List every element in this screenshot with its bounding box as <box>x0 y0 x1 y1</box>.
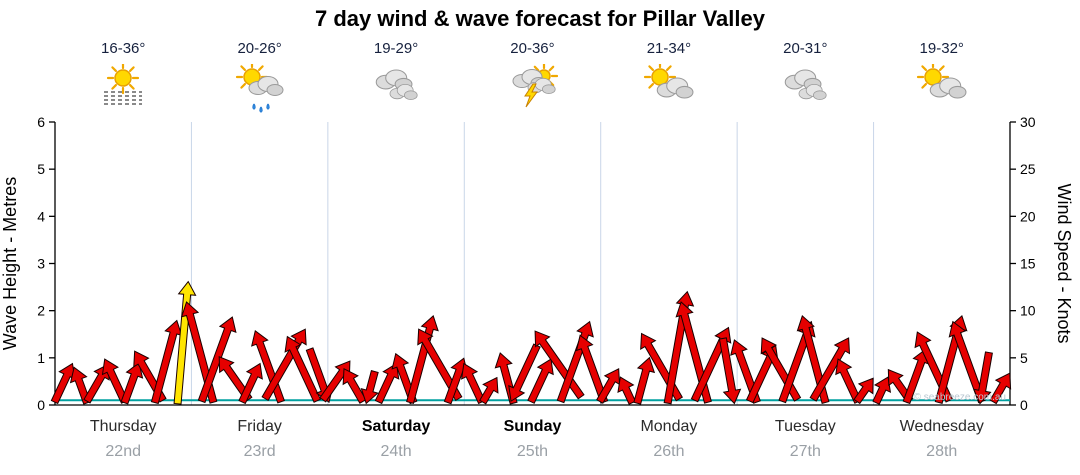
svg-text:10: 10 <box>1020 303 1036 319</box>
day-name: Tuesday <box>774 418 836 435</box>
svg-text:Wind Speed - Knots: Wind Speed - Knots <box>1054 183 1074 343</box>
clouds-icon <box>375 69 418 101</box>
svg-text:30: 30 <box>1020 114 1036 130</box>
day-name: Monday <box>640 418 698 435</box>
day-date: 27th <box>789 443 821 460</box>
clouds-icon <box>785 69 827 101</box>
storm-icon <box>512 64 559 108</box>
weather-icon-cell <box>328 60 464 118</box>
day-date: 23rd <box>243 443 276 460</box>
svg-text:4: 4 <box>37 208 45 224</box>
day-name: Saturday <box>361 418 431 435</box>
weather-icon-cell <box>464 60 600 118</box>
day-date: 28th <box>926 443 958 460</box>
svg-text:Wave Height - Metres: Wave Height - Metres <box>0 177 20 350</box>
day-name: Sunday <box>503 418 562 435</box>
weather-icon-cell <box>191 60 327 118</box>
weather-icon-cell <box>874 60 1010 118</box>
day-date: 24th <box>380 443 412 460</box>
svg-text:1: 1 <box>37 350 45 366</box>
day-date: 26th <box>653 443 685 460</box>
svg-text:5: 5 <box>37 161 45 177</box>
weather-icons-row <box>55 60 1010 118</box>
svg-text:5: 5 <box>1020 350 1028 366</box>
day-name: Thursday <box>89 418 157 435</box>
day-temperature: 20-36° <box>510 40 555 57</box>
svg-text:0: 0 <box>1020 397 1028 413</box>
svg-text:25: 25 <box>1020 161 1036 177</box>
svg-text:2: 2 <box>37 303 45 319</box>
weather-icon-cell <box>737 60 873 118</box>
day-name: Wednesday <box>899 418 984 435</box>
day-temperature: 19-32° <box>919 40 964 57</box>
weather-icon-cell <box>55 60 191 118</box>
svg-text:6: 6 <box>37 114 45 130</box>
sun-cloud-icon <box>643 64 694 99</box>
temperature-row: 16-36° 20-26° 19-29° 20-36° 21-34° 20-31° 19-3… <box>55 40 1010 57</box>
sun-cloud-icon <box>916 64 967 99</box>
day-date: 25th <box>516 443 549 460</box>
day-dates-row: 22nd 23rd 24th 25th 26th 27th 28th <box>55 443 1010 461</box>
day-temperature: 20-26° <box>237 40 282 57</box>
watermark: © seabreeze.com.au <box>914 392 1006 403</box>
svg-text:0: 0 <box>37 397 45 413</box>
weather-icon-cell <box>601 60 737 118</box>
day-name: Friday <box>237 418 282 435</box>
sun-water-icon <box>104 64 143 105</box>
day-temperature: 21-34° <box>646 40 692 57</box>
page-title: 7 day wind & wave forecast for Pillar Va… <box>315 6 765 31</box>
svg-text:20: 20 <box>1020 208 1036 224</box>
sun-cloud-rain-icon <box>235 64 284 113</box>
day-temperature: 19-29° <box>373 40 419 57</box>
day-temperature: 20-31° <box>783 40 828 57</box>
svg-text:3: 3 <box>37 256 45 272</box>
day-names-row: Thursday Friday Saturday Sunday Monday Tuesda… <box>55 418 1010 436</box>
svg-text:15: 15 <box>1020 256 1036 272</box>
day-temperature: 16-36° <box>101 40 146 57</box>
day-date: 22nd <box>105 443 141 460</box>
